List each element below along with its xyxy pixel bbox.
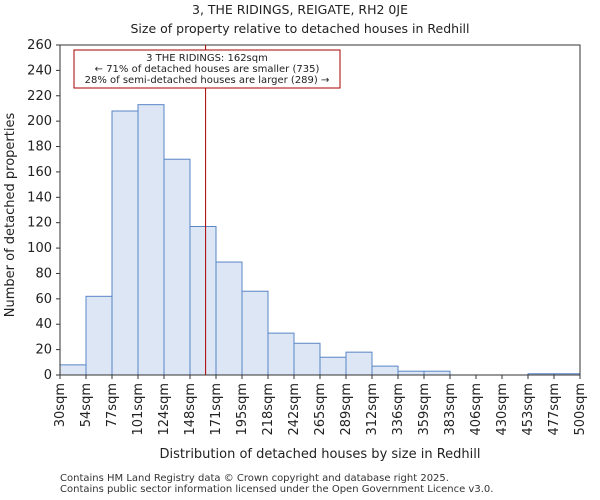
y-tick-label: 220 [27,89,52,104]
x-tick-label: 77sqm [105,383,120,427]
y-axis-label: Number of detached properties [3,113,18,318]
y-tick-label: 260 [27,38,52,53]
x-tick-label: 383sqm [443,383,458,436]
histogram-bar [137,104,165,376]
x-tick-label: 171sqm [209,383,224,436]
x-tick-label: 336sqm [391,383,406,436]
histogram-bar [267,332,295,376]
y-tick-label: 180 [27,140,52,155]
histogram-bar [345,351,373,376]
x-tick-label: 430sqm [495,383,510,436]
x-tick-label: 312sqm [365,383,380,436]
histogram-bar [189,226,217,376]
histogram-bar [423,370,451,376]
annotation-line-3: 28% of semi-detached houses are larger (… [85,75,330,86]
histogram-bar [111,110,139,376]
chart-title: Size of property relative to detached ho… [130,21,470,36]
chart-title-address: 3, THE RIDINGS, REIGATE, RH2 0JE [192,2,408,17]
histogram-bar [397,370,425,376]
y-tick-label: 240 [27,63,52,78]
x-tick-label: 477sqm [547,383,562,436]
histogram-bar [241,290,269,376]
x-tick-label: 195sqm [235,383,250,436]
x-tick-label: 101sqm [131,383,146,436]
x-tick-label: 242sqm [287,383,302,436]
x-tick-label: 218sqm [261,383,276,436]
x-tick-label: 359sqm [417,383,432,436]
y-tick-label: 200 [27,114,52,129]
histogram-bar [163,158,191,376]
histogram-bar [85,295,113,376]
x-tick-label: 265sqm [313,383,328,436]
histogram-bar [319,356,347,376]
y-tick-label: 40 [35,317,52,332]
histogram-bar [59,364,87,376]
x-tick-label: 30sqm [53,383,68,427]
x-tick-label: 289sqm [339,383,354,436]
footer-copyright: Contains HM Land Registry data © Crown c… [60,473,449,484]
annotation-box [73,49,341,89]
y-tick-label: 140 [27,190,52,205]
x-tick-label: 500sqm [573,383,588,436]
y-tick-label: 100 [27,241,52,256]
annotation-line-2: ← 71% of detached houses are smaller (73… [95,64,320,75]
y-tick-label: 60 [35,292,52,307]
y-tick-label: 0 [44,368,52,383]
histogram-bar [215,261,243,376]
footer-licence: Contains public sector information licen… [60,484,494,495]
annotation-line-1: 3 THE RIDINGS: 162sqm [146,53,268,64]
x-axis-label: Distribution of detached houses by size … [159,447,480,462]
histogram-bar [293,342,321,376]
histogram-bar [371,365,399,376]
histogram-chart: 0 20 40 60 80 100 120 140 160 180 200 220 240 260 30sq… [3,38,588,462]
x-tick-label: 124sqm [157,383,172,436]
y-tick-label: 120 [27,216,52,231]
y-tick-label: 80 [35,266,52,281]
x-tick-label: 453sqm [521,383,536,436]
y-tick-label: 20 [35,343,52,358]
x-tick-label: 406sqm [469,383,484,436]
x-tick-label: 54sqm [79,383,94,427]
y-tick-label: 160 [27,165,52,180]
x-tick-label: 148sqm [183,383,198,436]
